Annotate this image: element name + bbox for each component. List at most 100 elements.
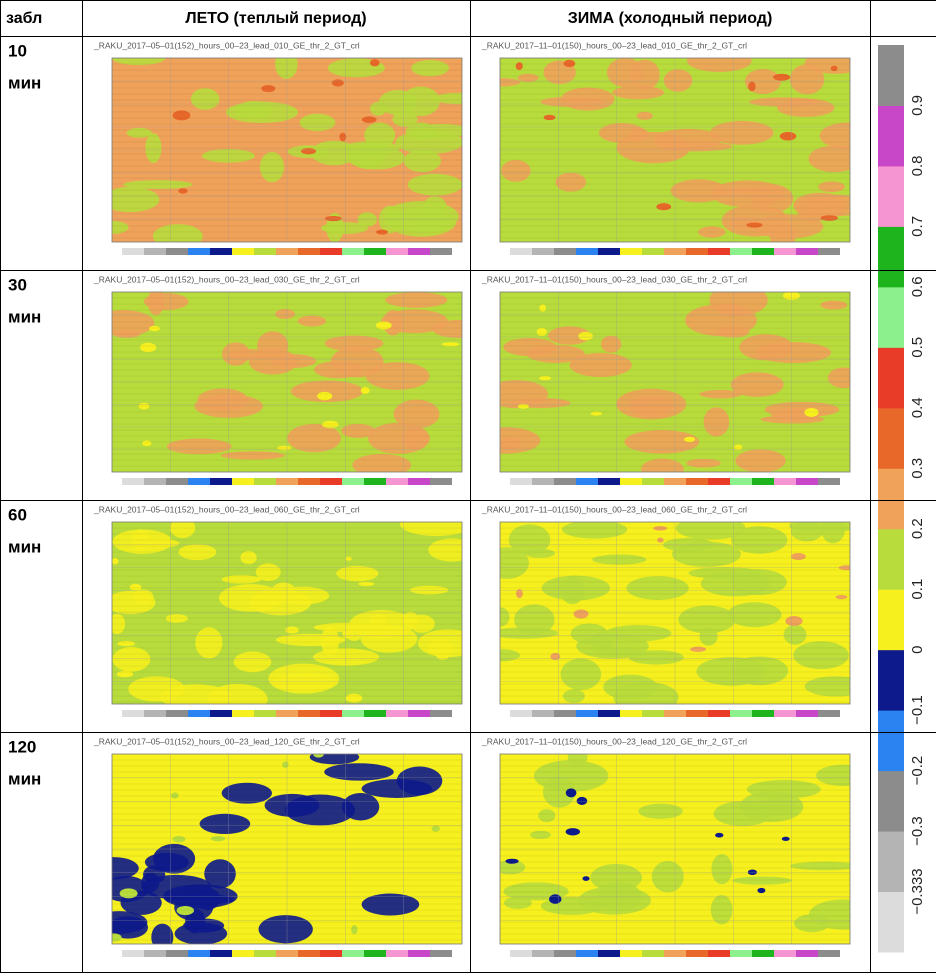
map — [111, 291, 463, 485]
map-patch — [345, 693, 363, 703]
map-patch — [411, 59, 450, 77]
mini-colorbar-seg — [188, 710, 210, 717]
map-patch — [653, 128, 722, 151]
map-patch — [514, 604, 555, 635]
map-patch — [178, 188, 188, 194]
mini-colorbar-seg — [796, 248, 818, 255]
map-patch — [290, 380, 364, 403]
mini-colorbar-seg — [408, 950, 430, 957]
map-patch — [560, 658, 602, 691]
colorbar-seg — [878, 891, 904, 953]
map-patch — [361, 893, 420, 916]
map-patch — [233, 651, 272, 673]
map-patch — [300, 148, 317, 155]
mini-colorbar-seg — [708, 950, 730, 957]
map-patch — [358, 581, 375, 586]
map-patch — [240, 550, 257, 565]
mini-colorbar-seg — [232, 248, 254, 255]
map-patch — [221, 575, 262, 584]
header-cell: ЛЕТО (теплый период) — [185, 10, 366, 27]
colorbar-label: 0.3 — [909, 458, 926, 479]
map-patch — [638, 803, 683, 819]
mini-colorbar-seg — [664, 710, 686, 717]
colorbar-seg — [878, 347, 904, 409]
mini-colorbar-seg — [532, 478, 554, 485]
map-patch — [199, 813, 251, 835]
map-patch — [747, 869, 757, 876]
map-patch — [804, 407, 819, 418]
map-patch — [166, 438, 232, 455]
map-patch — [401, 86, 440, 117]
map-patch — [749, 97, 820, 107]
map-patch — [719, 187, 772, 199]
map-patch — [653, 526, 668, 531]
map-patch — [112, 911, 148, 934]
map-patch — [640, 458, 684, 472]
map-patch — [582, 876, 590, 881]
map-patch — [779, 131, 797, 141]
map — [499, 753, 851, 957]
map — [111, 57, 463, 255]
map-patch — [500, 427, 541, 454]
map-patch — [112, 590, 156, 615]
map-patch — [656, 203, 672, 211]
map-patch — [297, 315, 327, 327]
map-title: _RAKU_2017–05–01(152)_hours_00–23_lead_0… — [93, 274, 360, 284]
mini-colorbar-seg — [166, 710, 188, 717]
map-patch — [830, 65, 838, 72]
mini-colorbar-seg — [122, 248, 144, 255]
mini-colorbar-seg — [642, 248, 664, 255]
map-patch — [686, 458, 721, 468]
map-patch — [112, 187, 160, 213]
map-patch — [258, 915, 313, 944]
map-field — [500, 754, 850, 944]
map-patch — [746, 779, 821, 799]
map-patch — [757, 887, 766, 894]
colorbar-label: −0.3 — [909, 816, 926, 846]
map-frame — [111, 753, 463, 945]
map-patch — [148, 325, 161, 332]
map-patch — [352, 453, 412, 472]
mini-colorbar-seg — [210, 248, 232, 255]
map-patch — [790, 861, 850, 871]
map-patch — [541, 575, 611, 601]
mini-colorbar-seg — [818, 248, 840, 255]
map-patch — [255, 563, 281, 582]
mini-colorbar-seg — [642, 710, 664, 717]
map-patch — [636, 111, 653, 120]
mini-colorbar-seg — [774, 478, 796, 485]
map-patch — [322, 420, 339, 429]
map-patch — [112, 557, 119, 565]
map-patch — [781, 836, 790, 841]
colorbar-seg — [878, 286, 904, 348]
map-patch — [218, 584, 283, 612]
map-patch — [221, 782, 272, 804]
mini-colorbar-seg — [510, 950, 532, 957]
map-patch — [536, 327, 548, 336]
colorbar-label: −0.1 — [909, 695, 926, 725]
map-patch — [711, 854, 733, 885]
mini-colorbar-seg — [510, 710, 532, 717]
map-patch — [562, 689, 585, 703]
map-patch — [365, 362, 430, 390]
map-patch — [573, 609, 589, 619]
map-patch — [339, 132, 347, 142]
map-patch — [549, 894, 562, 904]
map-patch — [370, 59, 380, 67]
map-patch — [526, 344, 585, 363]
map-patch — [270, 582, 297, 603]
map-title: _RAKU_2017–05–01(152)_hours_00–23_lead_0… — [93, 504, 360, 514]
mini-colorbar-seg — [122, 950, 144, 957]
map-title: _RAKU_2017–11–01(150)_hours_00–23_lead_0… — [481, 40, 747, 50]
map-patch — [284, 794, 356, 826]
mini-colorbar-seg — [144, 710, 166, 717]
map-patch — [313, 754, 324, 758]
map-patch — [172, 110, 191, 121]
map-patch — [703, 407, 730, 437]
map-patch — [684, 436, 696, 443]
colorbar-seg — [878, 226, 904, 288]
mini-colorbar-seg — [232, 710, 254, 717]
map-patch — [699, 389, 742, 399]
mini-colorbar-seg — [642, 478, 664, 485]
map-patch — [785, 616, 803, 626]
